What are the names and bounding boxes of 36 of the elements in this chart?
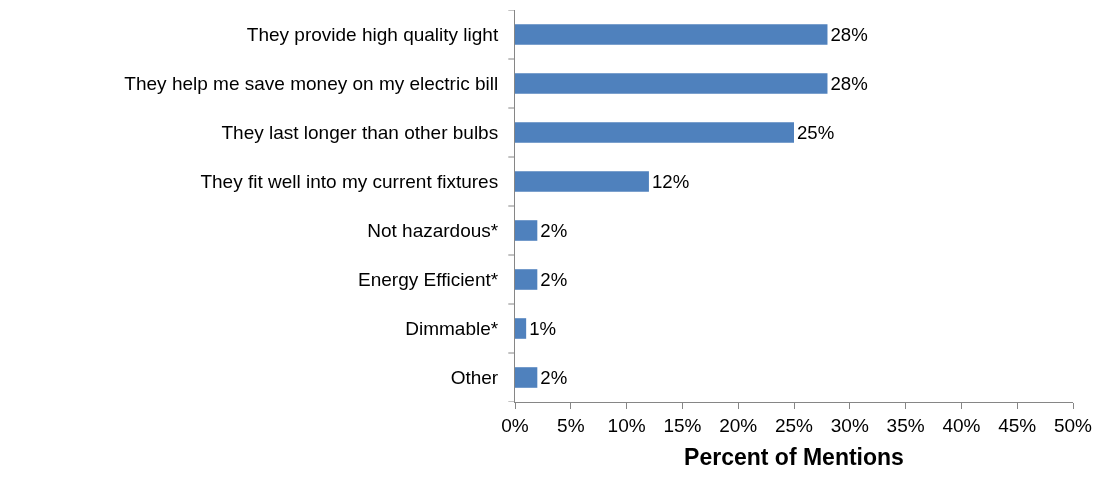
bar bbox=[515, 24, 828, 45]
y-tick-label: Energy Efficient* bbox=[358, 269, 499, 291]
y-tick-label: They fit well into my current fixtures bbox=[200, 171, 499, 193]
y-tick-label: They provide high quality light bbox=[246, 24, 499, 46]
y-tick-label: They last longer than other bulbs bbox=[221, 122, 499, 144]
y-tick-label: Dimmable* bbox=[405, 318, 499, 340]
y-tick-label: They help me save money on my electric bill bbox=[124, 73, 499, 95]
data-label: 28% bbox=[830, 23, 868, 45]
bar bbox=[515, 122, 794, 143]
data-label: 2% bbox=[540, 268, 568, 290]
y-tick-label: Other bbox=[450, 367, 499, 389]
data-label: 2% bbox=[540, 366, 568, 388]
x-tick-label: 40% bbox=[942, 414, 981, 436]
x-tick-label: 30% bbox=[830, 414, 869, 436]
data-label: 2% bbox=[540, 219, 568, 241]
x-tick-label: 25% bbox=[774, 414, 814, 436]
data-label: 1% bbox=[529, 317, 557, 339]
bar bbox=[515, 171, 649, 192]
bar bbox=[515, 318, 527, 339]
data-label: 12% bbox=[651, 170, 690, 192]
bar bbox=[515, 367, 538, 388]
x-tick-label: 15% bbox=[663, 414, 702, 436]
bar bbox=[515, 73, 828, 94]
x-axis-title: Percent of Mentions bbox=[684, 444, 904, 471]
bar bbox=[515, 269, 538, 290]
bar bbox=[515, 220, 538, 241]
x-tick-label: 5% bbox=[557, 414, 585, 436]
x-tick-label: 0% bbox=[501, 414, 529, 436]
x-tick-label: 35% bbox=[886, 414, 925, 436]
x-tick-label: 10% bbox=[607, 414, 646, 436]
data-label: 25% bbox=[797, 121, 835, 143]
y-tick-label: Not hazardous* bbox=[367, 220, 499, 242]
data-label: 28% bbox=[830, 72, 868, 94]
x-tick-label: 45% bbox=[998, 414, 1037, 436]
x-tick-label: 50% bbox=[1053, 414, 1093, 436]
x-tick-label: 20% bbox=[719, 414, 758, 436]
